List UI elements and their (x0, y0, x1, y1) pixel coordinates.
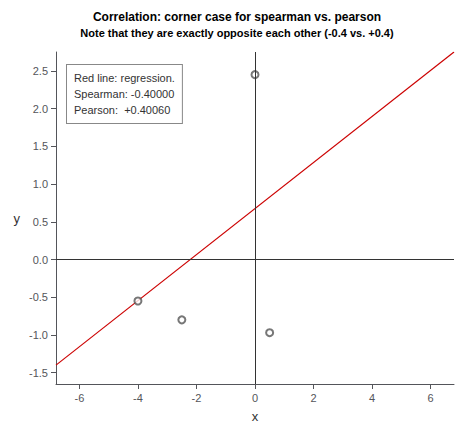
svg-text:Correlation: corner case for s: Correlation: corner case for spearman vs… (93, 10, 381, 24)
svg-text:-1.5: -1.5 (29, 367, 48, 379)
svg-text:Pearson: +0.40060: Pearson: +0.40060 (74, 104, 170, 116)
svg-text:1.5: 1.5 (33, 140, 48, 152)
svg-text:-4: -4 (133, 392, 143, 404)
svg-text:2: 2 (310, 392, 316, 404)
svg-text:2.0: 2.0 (33, 103, 48, 115)
svg-text:0.5: 0.5 (33, 216, 48, 228)
svg-text:-0.5: -0.5 (29, 291, 48, 303)
svg-text:Spearman: -0.40000: Spearman: -0.40000 (74, 88, 174, 100)
svg-text:x: x (252, 409, 259, 424)
svg-text:Red line: regression.: Red line: regression. (74, 72, 175, 84)
svg-text:-2: -2 (192, 392, 202, 404)
svg-text:1.0: 1.0 (33, 178, 48, 190)
svg-text:6: 6 (428, 392, 434, 404)
svg-text:4: 4 (369, 392, 375, 404)
svg-text:2.5: 2.5 (33, 65, 48, 77)
svg-text:0.0: 0.0 (33, 254, 48, 266)
svg-text:Note that they are exactly opp: Note that they are exactly opposite each… (80, 27, 394, 39)
svg-text:y: y (14, 211, 21, 226)
svg-text:0: 0 (252, 392, 258, 404)
svg-text:-1.0: -1.0 (29, 329, 48, 341)
svg-text:-6: -6 (75, 392, 85, 404)
